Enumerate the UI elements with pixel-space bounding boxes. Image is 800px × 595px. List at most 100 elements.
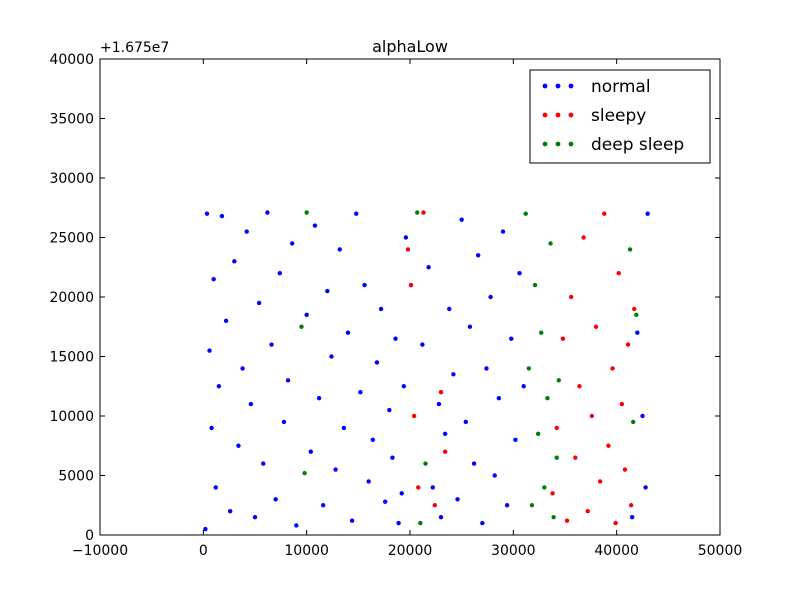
data-point [211, 276, 216, 282]
legend-entries: normal sleepy deep sleep [542, 77, 684, 155]
data-point [337, 247, 342, 252]
data-point [585, 509, 590, 514]
data-point [447, 306, 452, 312]
data-point [513, 437, 518, 442]
data-point [539, 330, 544, 335]
data-point [415, 210, 420, 215]
x-axis: −10000 0 10000 20000 30000 40000 50000 [72, 59, 742, 559]
data-point [622, 467, 628, 472]
data-point [290, 241, 295, 246]
data-point [416, 485, 421, 490]
data-point [216, 384, 222, 389]
data-point [403, 235, 409, 240]
data-point [526, 366, 532, 371]
data-point [560, 336, 566, 341]
data-point [244, 229, 249, 234]
data-point [213, 485, 218, 490]
data-point [635, 330, 640, 335]
data-point [401, 384, 406, 389]
data-point [219, 213, 225, 219]
data-point [573, 455, 578, 460]
data-point [432, 503, 437, 508]
data-point [535, 431, 541, 437]
legend-marker [542, 83, 548, 89]
data-point [399, 491, 404, 496]
data-point [569, 294, 574, 300]
data-point [521, 384, 526, 389]
series-normal [203, 210, 650, 532]
data-point [438, 514, 444, 520]
legend-marker [555, 141, 561, 147]
chart-title: alphaLow [372, 37, 448, 56]
data-point [423, 461, 428, 466]
data-point [619, 401, 625, 407]
data-point [589, 413, 595, 419]
data-point [405, 247, 411, 252]
data-point [606, 443, 611, 448]
y-axis: 0 5000 10000 15000 20000 25000 30000 35000 40000 [49, 52, 720, 544]
data-point [248, 401, 254, 407]
legend-marker [568, 83, 574, 89]
data-point [304, 312, 309, 318]
data-point [341, 425, 347, 431]
legend-marker [568, 141, 574, 147]
x-tick-label: 20000 [388, 543, 433, 559]
data-point [252, 514, 258, 520]
data-point [554, 455, 559, 460]
data-point [240, 366, 245, 371]
data-point [393, 336, 398, 341]
data-point [308, 449, 313, 454]
data-point [302, 470, 307, 476]
points-layer [203, 210, 650, 532]
data-point [627, 247, 633, 252]
data-point [634, 312, 639, 318]
x-tick-label: 10000 [284, 543, 329, 559]
data-point [542, 485, 547, 490]
data-point [610, 366, 615, 371]
data-point [228, 509, 233, 514]
data-point [484, 366, 489, 371]
data-point [517, 271, 522, 276]
data-point [354, 211, 359, 216]
data-point [593, 324, 599, 329]
data-point [616, 271, 621, 276]
data-point [629, 514, 635, 520]
data-point [597, 479, 603, 484]
series-sleepy [405, 210, 637, 526]
data-point [509, 336, 514, 341]
data-point [277, 271, 282, 276]
data-point [383, 499, 388, 504]
data-point [426, 265, 431, 270]
legend-label: normal [591, 77, 651, 97]
data-point [430, 485, 435, 490]
data-point [532, 282, 538, 288]
data-point [496, 395, 502, 401]
data-point [602, 211, 607, 216]
data-point [625, 342, 631, 347]
y-tick-label: 0 [85, 528, 94, 544]
data-point [556, 378, 561, 383]
data-point [207, 348, 212, 353]
y-tick-label: 25000 [49, 231, 94, 247]
data-point [643, 485, 648, 490]
data-point [345, 330, 351, 335]
data-point [421, 210, 426, 215]
y-tick-label: 20000 [49, 290, 94, 306]
data-point [523, 211, 528, 216]
data-point [362, 282, 367, 288]
data-point [223, 318, 229, 323]
data-point [203, 526, 208, 532]
data-point [349, 518, 355, 523]
data-point [411, 413, 417, 419]
data-point [420, 342, 425, 347]
y-tick-label: 40000 [49, 52, 94, 68]
x-tick-label: 0 [199, 543, 208, 559]
data-point [436, 401, 442, 407]
data-point [480, 520, 485, 526]
data-point [387, 407, 392, 413]
data-point [548, 241, 553, 246]
data-point [551, 514, 556, 520]
data-point [408, 282, 414, 288]
data-point [378, 306, 384, 312]
